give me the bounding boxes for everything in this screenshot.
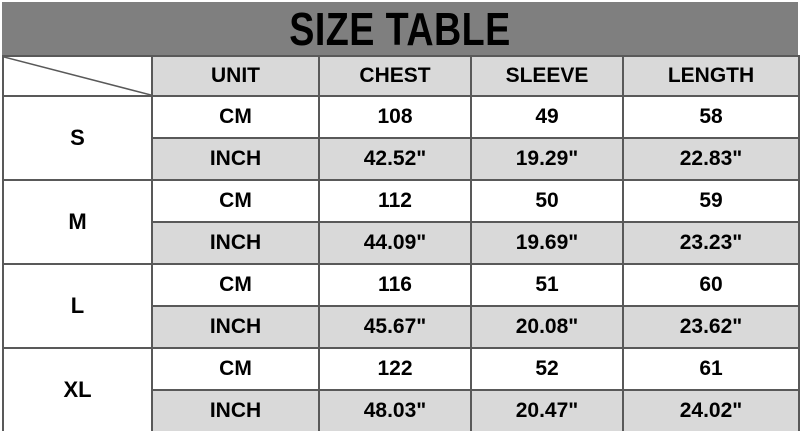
chest-value: 45.67" bbox=[318, 305, 472, 349]
size-label-m: M bbox=[2, 179, 153, 265]
row-s-inch: INCH 42.52" 19.29" 22.83" bbox=[3, 137, 800, 181]
size-label-s: S bbox=[2, 95, 153, 181]
size-table: UNIT CHEST SLEEVE LENGTH S CM 108 49 58 INCH 4… bbox=[2, 55, 800, 431]
length-value: 23.23" bbox=[622, 221, 800, 265]
column-header-sleeve: SLEEVE bbox=[470, 55, 624, 97]
sleeve-value: 52 bbox=[470, 347, 624, 391]
chest-value: 48.03" bbox=[318, 389, 472, 431]
unit-label: CM bbox=[151, 347, 320, 391]
length-value: 60 bbox=[622, 263, 800, 307]
page-title: SIZE TABLE bbox=[289, 2, 511, 55]
length-value: 24.02" bbox=[622, 389, 800, 431]
column-header-unit: UNIT bbox=[151, 55, 320, 97]
chest-value: 116 bbox=[318, 263, 472, 307]
length-value: 22.83" bbox=[622, 137, 800, 181]
sleeve-value: 50 bbox=[470, 179, 624, 223]
length-value: 58 bbox=[622, 95, 800, 139]
size-label-xl: XL bbox=[2, 347, 153, 431]
sleeve-value: 49 bbox=[470, 95, 624, 139]
unit-label: INCH bbox=[151, 137, 320, 181]
unit-label: CM bbox=[151, 263, 320, 307]
row-m-inch: INCH 44.09" 19.69" 23.23" bbox=[3, 221, 800, 265]
row-l-cm: L CM 116 51 60 bbox=[2, 263, 800, 349]
header-row: UNIT CHEST SLEEVE LENGTH bbox=[2, 55, 800, 97]
sleeve-value: 19.69" bbox=[470, 221, 624, 265]
row-xl-inch: INCH 48.03" 20.47" 24.02" bbox=[3, 389, 800, 431]
table-body: S CM 108 49 58 INCH 42.52" 19.29" 22.83" M CM 112 50… bbox=[2, 95, 800, 431]
corner-cell bbox=[2, 55, 153, 97]
column-header-length: LENGTH bbox=[622, 55, 800, 97]
chest-value: 112 bbox=[318, 179, 472, 223]
row-xl-cm: XL CM 122 52 61 bbox=[2, 347, 800, 431]
unit-label: INCH bbox=[151, 221, 320, 265]
length-value: 61 bbox=[622, 347, 800, 391]
chest-value: 44.09" bbox=[318, 221, 472, 265]
unit-label: INCH bbox=[151, 305, 320, 349]
title-banner: SIZE TABLE bbox=[2, 2, 798, 55]
row-s-cm: S CM 108 49 58 bbox=[2, 95, 800, 181]
unit-label: CM bbox=[151, 179, 320, 223]
unit-label: INCH bbox=[151, 389, 320, 431]
sleeve-value: 20.47" bbox=[470, 389, 624, 431]
length-value: 23.62" bbox=[622, 305, 800, 349]
chest-value: 122 bbox=[318, 347, 472, 391]
diagonal-line-icon bbox=[4, 57, 151, 95]
row-m-cm: M CM 112 50 59 bbox=[2, 179, 800, 265]
row-l-inch: INCH 45.67" 20.08" 23.62" bbox=[3, 305, 800, 349]
chest-value: 108 bbox=[318, 95, 472, 139]
length-value: 59 bbox=[622, 179, 800, 223]
sleeve-value: 51 bbox=[470, 263, 624, 307]
size-label-l: L bbox=[2, 263, 153, 349]
unit-label: CM bbox=[151, 95, 320, 139]
sleeve-value: 20.08" bbox=[470, 305, 624, 349]
sleeve-value: 19.29" bbox=[470, 137, 624, 181]
column-header-chest: CHEST bbox=[318, 55, 472, 97]
chest-value: 42.52" bbox=[318, 137, 472, 181]
